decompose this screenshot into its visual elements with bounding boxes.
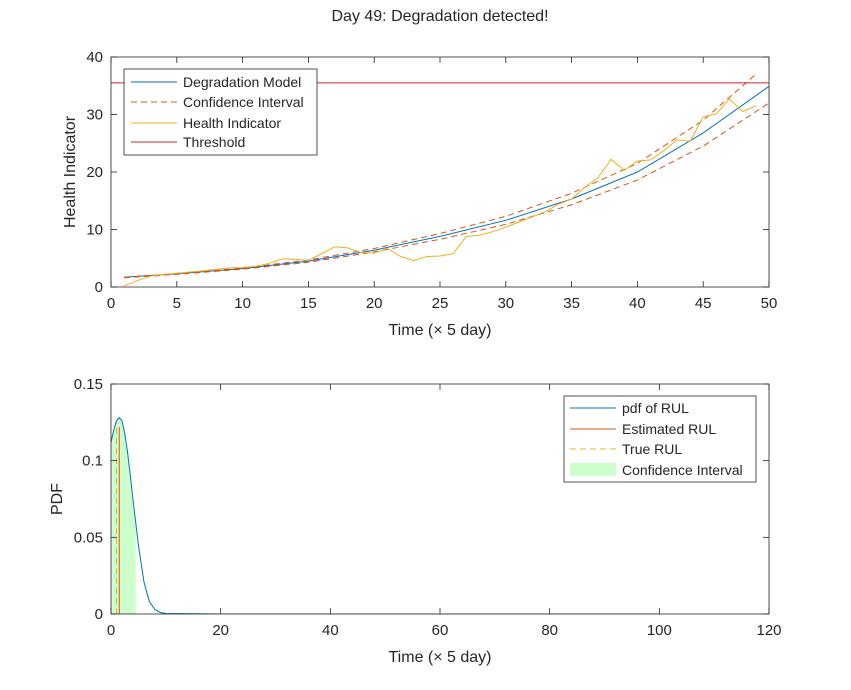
top-y-tick-label: 30 [86, 107, 103, 124]
legend-label-pdf-of-rul: pdf of RUL [622, 400, 689, 416]
top-series-confidence-interval [124, 73, 757, 278]
top-x-tick-label: 0 [107, 295, 115, 312]
top-y-tick-label: 10 [86, 222, 103, 239]
top-x-tick-label: 25 [432, 295, 449, 312]
legend-label-estimated-rul: Estimated RUL [622, 421, 716, 437]
top-x-tick-label: 35 [563, 295, 580, 312]
bottom-tick-labels: 0 20 40 60 80 100 120 0 0.05 0.1 0.15 [74, 376, 782, 639]
top-y-axis-label: Health Indicator [62, 115, 79, 228]
bottom-x-tick-label: 120 [756, 622, 781, 639]
top-y-tick-label: 0 [95, 279, 103, 296]
bottom-y-tick-label: 0.15 [74, 376, 103, 393]
legend-label-threshold: Threshold [183, 134, 245, 150]
top-legend: Degradation Model Confidence Interval He… [123, 68, 318, 156]
top-chart-title: Day 49: Degradation detected! [331, 8, 548, 25]
bottom-y-axis-label: PDF [49, 483, 66, 515]
legend-label-confidence-interval: Confidence Interval [183, 94, 304, 110]
bottom-x-axis-label: Time (× 5 day) [389, 649, 492, 666]
bottom-series-layer [111, 416, 660, 614]
bottom-legend: pdf of RUL Estimated RUL True RUL Confid… [563, 395, 757, 483]
top-x-tick-label: 50 [761, 295, 778, 312]
top-x-tick-label: 10 [234, 295, 251, 312]
top-axes [110, 56, 770, 288]
top-x-tick-label: 20 [366, 295, 383, 312]
bottom-x-tick-label: 60 [432, 622, 449, 639]
top-x-tick-label: 40 [629, 295, 646, 312]
bottom-x-tick-label: 80 [541, 622, 558, 639]
top-series-degradation-model [124, 85, 769, 278]
legend-swatch-confidence-interval-fill [570, 463, 616, 476]
legend-label-health-indicator: Health Indicator [183, 115, 281, 131]
bottom-x-tick-label: 100 [647, 622, 672, 639]
legend-label-confidence-interval-fill: Confidence Interval [622, 462, 743, 478]
top-series-health-indicator [123, 98, 757, 287]
bottom-y-tick-label: 0.05 [74, 529, 103, 546]
top-y-tick-label: 40 [86, 49, 103, 66]
top-chart: Day 49: Degradation detected! 0 5 10 15 20 25… [62, 8, 777, 339]
bottom-series-pdf-of-rul [111, 416, 660, 614]
legend-label-degradation-model: Degradation Model [183, 74, 301, 90]
top-x-axis-label: Time (× 5 day) [389, 322, 492, 339]
top-x-tick-label: 30 [497, 295, 514, 312]
top-x-tick-label: 45 [695, 295, 712, 312]
bottom-y-tick-label: 0.1 [82, 453, 103, 470]
top-tick-labels: 0 5 10 15 20 25 30 35 40 45 50 0 10 20 30 40 [86, 49, 777, 312]
bottom-series-confidence-interval-fill [111, 417, 136, 614]
bottom-y-tick-label: 0 [95, 606, 103, 623]
bottom-chart: 0 20 40 60 80 100 120 0 0.05 0.1 0.15 Time (× 5 da… [49, 376, 782, 666]
legend-label-true-rul: True RUL [622, 441, 682, 457]
top-x-tick-label: 15 [300, 295, 317, 312]
top-x-tick-label: 5 [173, 295, 181, 312]
top-y-tick-label: 20 [86, 164, 103, 181]
bottom-x-tick-label: 40 [322, 622, 339, 639]
bottom-axes [110, 383, 770, 615]
bottom-x-tick-label: 20 [212, 622, 229, 639]
bottom-x-tick-label: 0 [107, 622, 115, 639]
